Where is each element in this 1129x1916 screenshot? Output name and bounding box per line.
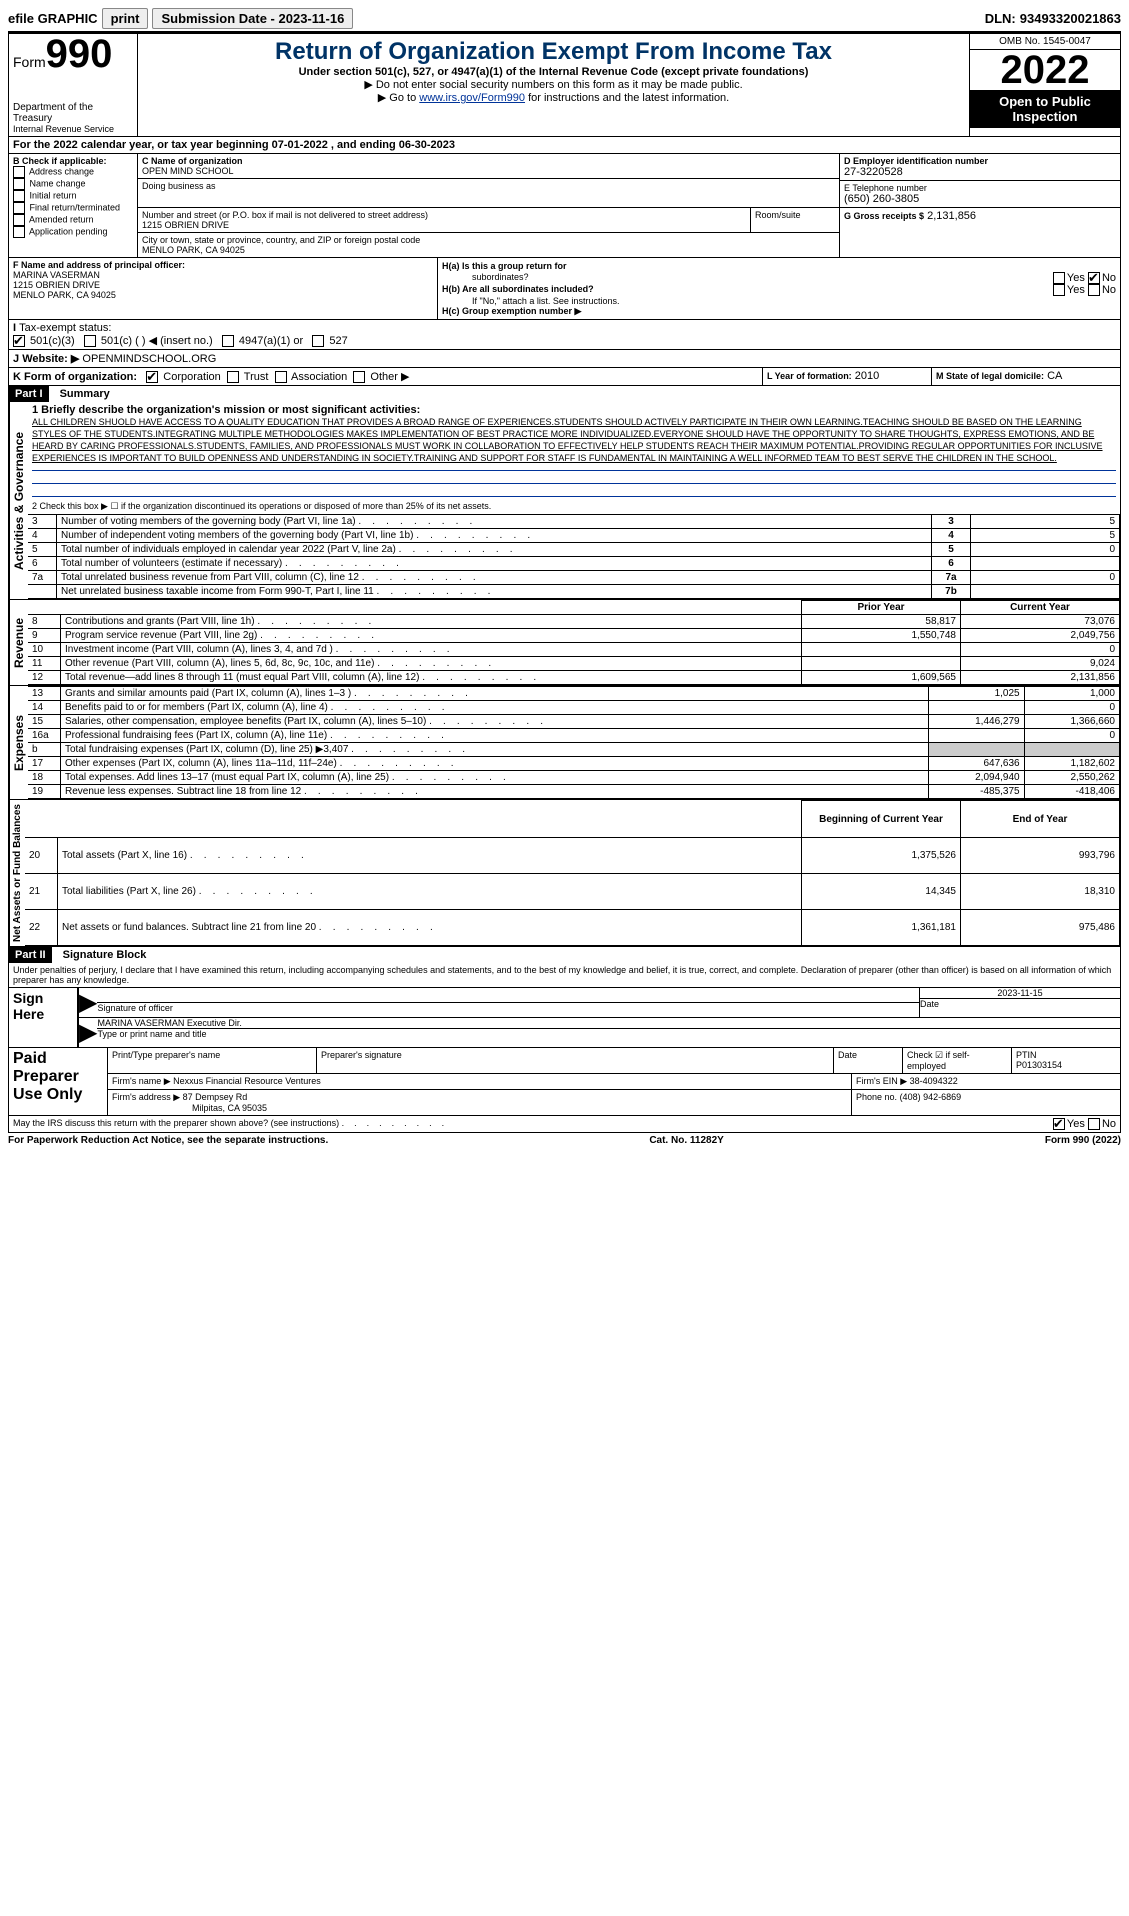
form-prefix: Form [13, 54, 46, 70]
tax-status-1[interactable] [84, 335, 96, 347]
subtitle-1: Under section 501(c), 527, or 4947(a)(1)… [142, 66, 965, 78]
irs-link[interactable]: www.irs.gov/Form990 [419, 92, 525, 104]
part-2: Part II Signature Block Under penalties … [8, 947, 1121, 1133]
topbar: efile GRAPHIC print Submission Date - 20… [8, 8, 1121, 33]
part1-title: Summary [52, 388, 110, 400]
submission-date-button[interactable]: Submission Date - 2023-11-16 [152, 8, 353, 29]
vert-expenses: Expenses [9, 686, 28, 799]
mission-text: ALL CHILDREN SHUOLD HAVE ACCESS TO A QUA… [32, 417, 1103, 463]
vert-activities-governance: Activities & Governance [9, 402, 28, 599]
tax-year: 2022 [970, 50, 1120, 90]
discuss-no-checkbox[interactable] [1088, 1118, 1100, 1130]
section-c-dba: Doing business as [138, 179, 839, 208]
arrow-icon: ▶ [79, 988, 97, 1017]
section-h: H(a) Is this a group return for subordin… [438, 258, 1120, 319]
part2-title: Signature Block [55, 949, 147, 961]
section-f: F Name and address of principal officer:… [9, 258, 438, 319]
section-g: G Gross receipts $ 2,131,856 [840, 208, 1120, 224]
org-form-3[interactable] [353, 371, 365, 383]
part-1: Part I Summary Activities & Governance 1… [8, 386, 1121, 947]
period-row: For the 2022 calendar year, or tax year … [8, 137, 1121, 154]
period-a: For the 2022 calendar year, or tax year … [9, 137, 1120, 153]
org-form-0[interactable] [146, 371, 158, 383]
org-form-2[interactable] [275, 371, 287, 383]
tax-status-0[interactable] [13, 335, 25, 347]
governance-table: 3Number of voting members of the governi… [28, 514, 1120, 599]
net-assets-table: Beginning of Current YearEnd of Year20To… [25, 800, 1120, 946]
ha-no-checkbox[interactable] [1088, 272, 1100, 284]
declaration: Under penalties of perjury, I declare th… [9, 963, 1120, 987]
section-c-name: C Name of organization OPEN MIND SCHOOL [138, 154, 839, 179]
dln-value: 93493320021863 [1020, 11, 1121, 26]
vert-net-assets: Net Assets or Fund Balances [9, 800, 25, 946]
ha-yes-checkbox[interactable] [1053, 272, 1065, 284]
paid-preparer-label: Paid Preparer Use Only [9, 1048, 107, 1115]
section-j: J Website: ▶ OPENMINDSCHOOL.ORG [8, 350, 1121, 368]
section-e: E Telephone number (650) 260-3805 [840, 181, 1120, 208]
hb-yes-checkbox[interactable] [1053, 284, 1065, 296]
check-Application pending[interactable] [13, 226, 25, 238]
bcde-row: B Check if applicable: Address change Na… [8, 154, 1121, 258]
form-number: 990 [46, 32, 113, 76]
revenue-table: Prior YearCurrent Year8Contributions and… [28, 600, 1120, 685]
discuss-question: May the IRS discuss this return with the… [13, 1118, 444, 1130]
form-title: Return of Organization Exempt From Incom… [142, 38, 965, 66]
dln-label: DLN: [985, 11, 1016, 26]
section-c-addr: Number and street (or P.O. box if mail i… [138, 208, 751, 232]
dept-treasury: Department of the Treasury [13, 102, 133, 124]
print-button[interactable]: print [102, 8, 149, 29]
check-Address change[interactable] [13, 166, 25, 178]
section-c-city: City or town, state or province, country… [138, 233, 839, 257]
part2-header: Part II [9, 947, 52, 963]
open-public: Open to Public Inspection [970, 90, 1120, 128]
room-suite: Room/suite [751, 208, 839, 232]
check-Final return/terminated[interactable] [13, 202, 25, 214]
section-b: B Check if applicable: Address change Na… [9, 154, 138, 257]
page-footer: For Paperwork Reduction Act Notice, see … [8, 1135, 1121, 1146]
expenses-table: 13Grants and similar amounts paid (Part … [28, 686, 1120, 799]
org-form-1[interactable] [227, 371, 239, 383]
part1-header: Part I [9, 386, 49, 402]
fh-row: F Name and address of principal officer:… [8, 258, 1121, 320]
check-Name change[interactable] [13, 178, 25, 190]
check-Initial return[interactable] [13, 190, 25, 202]
section-d: D Employer identification number 27-3220… [840, 154, 1120, 181]
section-i: I Tax-exempt status: 501(c)(3) 501(c) ( … [8, 320, 1121, 350]
website-link[interactable]: OPENMINDSCHOOL.ORG [82, 353, 216, 365]
subtitle-3: ▶ Go to www.irs.gov/Form990 for instruct… [142, 91, 965, 104]
line-2: 2 Check this box ▶ ☐ if the organization… [28, 499, 1120, 514]
form-header: Form990 Department of the Treasury Inter… [8, 33, 1121, 137]
tax-status-3[interactable] [312, 335, 324, 347]
vert-revenue: Revenue [9, 600, 28, 685]
efile-label: efile GRAPHIC [8, 11, 98, 26]
arrow-icon-2: ▶ [79, 1018, 97, 1047]
irs-label: Internal Revenue Service [13, 124, 133, 134]
klm-row: K Form of organization: Corporation Trus… [8, 368, 1121, 386]
check-Amended return[interactable] [13, 214, 25, 226]
hb-no-checkbox[interactable] [1088, 284, 1100, 296]
discuss-yes-checkbox[interactable] [1053, 1118, 1065, 1130]
subtitle-2: ▶ Do not enter social security numbers o… [142, 78, 965, 91]
tax-status-2[interactable] [222, 335, 234, 347]
sign-here-label: Sign Here [9, 988, 77, 1047]
